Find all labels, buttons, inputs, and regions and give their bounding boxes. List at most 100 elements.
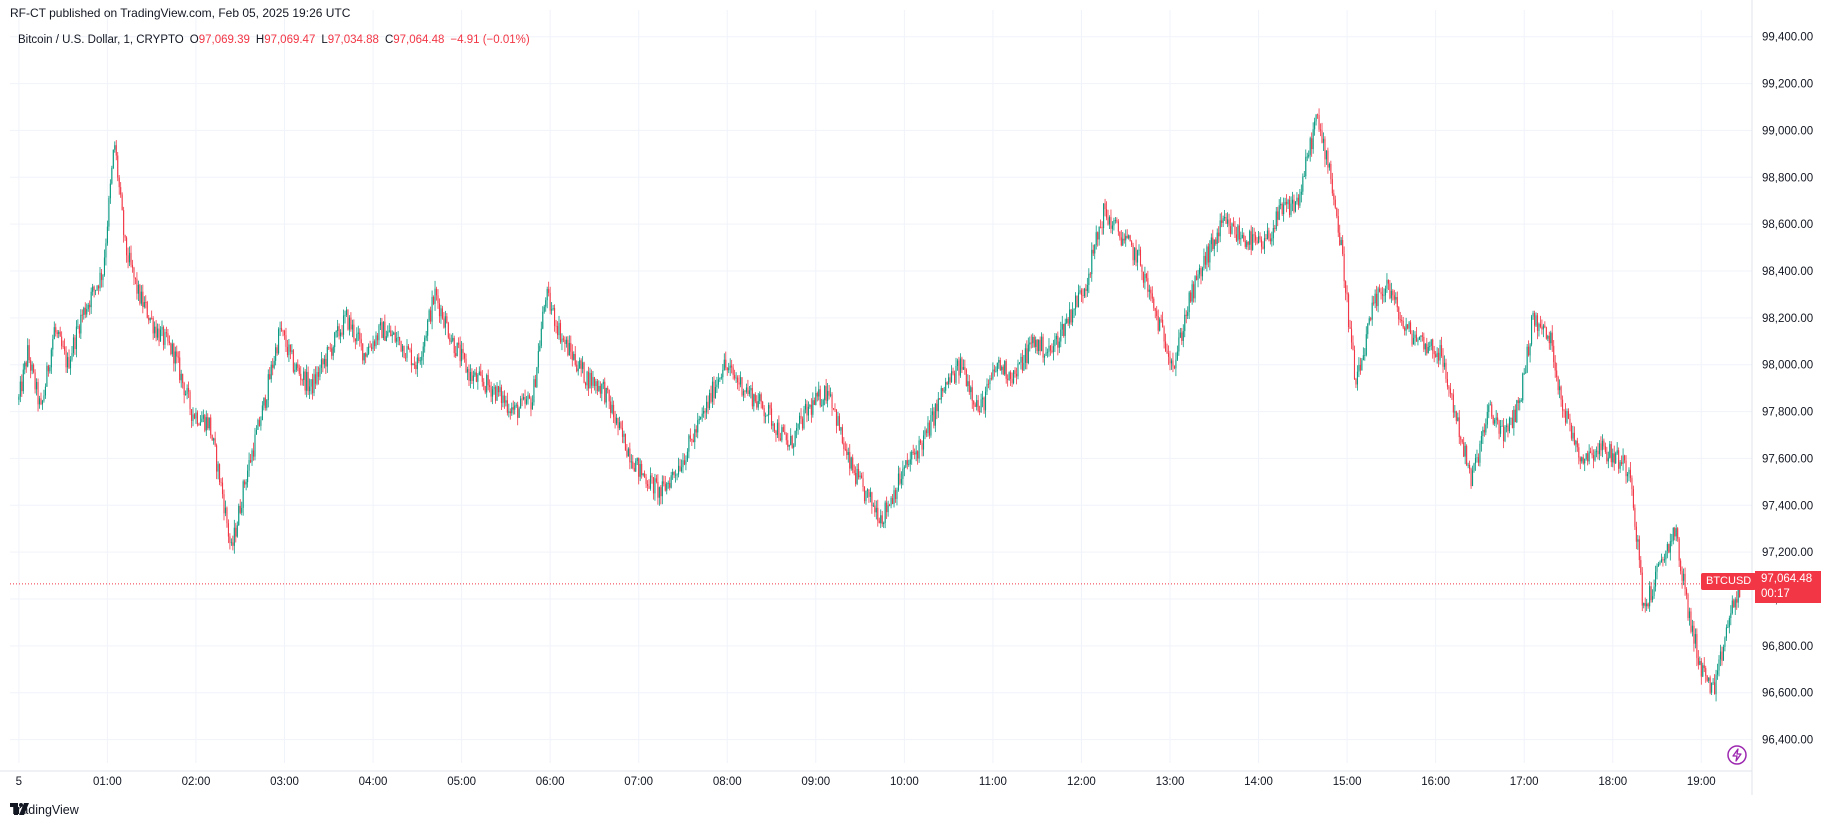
candle-body [1219,220,1221,237]
candle-body [1172,360,1174,367]
candle-body [1724,637,1726,647]
x-tick-label: 17:00 [1510,776,1539,788]
candle-body [1666,544,1668,551]
candle-body [1237,225,1239,241]
candle-body [55,327,57,333]
candle-body [825,386,827,401]
candle-body [921,443,923,450]
candle-body [1210,237,1212,245]
candle-body [1151,293,1153,299]
candle-body [49,367,51,372]
candle-body [22,369,24,392]
candle-body [596,381,598,391]
candle-body [1387,279,1389,284]
candle-body [587,371,590,389]
candle-body [1649,586,1651,607]
candle-body [974,404,976,407]
candle-body [794,430,796,446]
candle-body [875,507,877,513]
candle-body [230,542,232,544]
candle-body [918,440,920,459]
candle-body [1526,346,1528,373]
candle-body [1302,176,1304,192]
candle-body [1002,366,1004,375]
candle-body [1680,560,1682,572]
candle-body [1356,371,1358,385]
candle-body [351,324,353,330]
candle-body [1128,235,1130,239]
candle-body [976,400,978,407]
candle-body [1625,460,1627,477]
candle-body [943,390,945,392]
candle-body [68,357,70,369]
candle-body [1494,420,1496,424]
y-tick-label: 98,400.00 [1762,266,1813,278]
candle-body [1173,366,1175,369]
candle-body [295,364,297,370]
candle-body [948,377,950,385]
candle-body [673,472,675,475]
candle-body [275,347,277,361]
candle-body [505,400,507,403]
candle-body [499,387,501,393]
candle-body [1560,386,1562,400]
candle-body [1553,345,1555,363]
candle-body [223,494,225,514]
candle-body [818,389,820,397]
candle-body [1277,211,1279,220]
candle-body [468,369,470,381]
candle-body [1607,457,1609,462]
x-tick-label: 10:00 [890,776,919,788]
candle-body [1477,457,1479,463]
candle-body [927,422,929,434]
candle-body [717,379,719,385]
candle-body [1074,295,1077,309]
candle-body [956,360,959,366]
candle-body [531,402,533,410]
candle-body [670,475,672,488]
candle-body [1522,373,1524,401]
candle-body [883,522,885,525]
candle-body [1594,451,1596,461]
lightning-icon[interactable] [1726,744,1748,766]
y-tick-label: 97,200.00 [1762,547,1813,559]
legend-symbol[interactable]: Bitcoin / U.S. Dollar, 1, CRYPTO [18,34,184,46]
candle-body [1700,661,1702,677]
candle-body [1737,587,1739,603]
candle-body [1588,451,1590,462]
candle-body [279,328,281,330]
candle-body [630,461,632,463]
candle-body [167,333,169,342]
candle-body [350,317,352,330]
candle-body [968,381,970,393]
candle-body [41,400,44,405]
candle-body [542,311,544,329]
candle-body [1111,225,1113,229]
candle-body [388,330,390,332]
candle-body [1340,240,1342,246]
candle-body [1590,451,1592,453]
candle-body [1672,527,1674,541]
footer-brand[interactable]: TradingView [10,803,79,817]
candle-body [959,358,961,376]
last-price-tag: 97,064.48 00:17 [1755,571,1821,603]
candle-body [1126,235,1128,239]
candle-body [1321,130,1323,143]
candle-body [987,383,990,385]
candle-body [855,473,857,484]
candle-body [953,373,956,383]
candle-body [452,337,454,341]
candle-body [980,399,982,412]
y-tick-label: 98,000.00 [1762,360,1813,372]
candle-body [456,342,458,357]
candle-body [1417,339,1419,342]
candle-body [142,291,144,307]
candle-body [1446,378,1449,387]
candle-body [1108,217,1111,225]
candle-body [438,303,441,317]
candle-body [379,322,381,326]
candle-body [1513,409,1515,428]
candle-body [512,407,514,410]
